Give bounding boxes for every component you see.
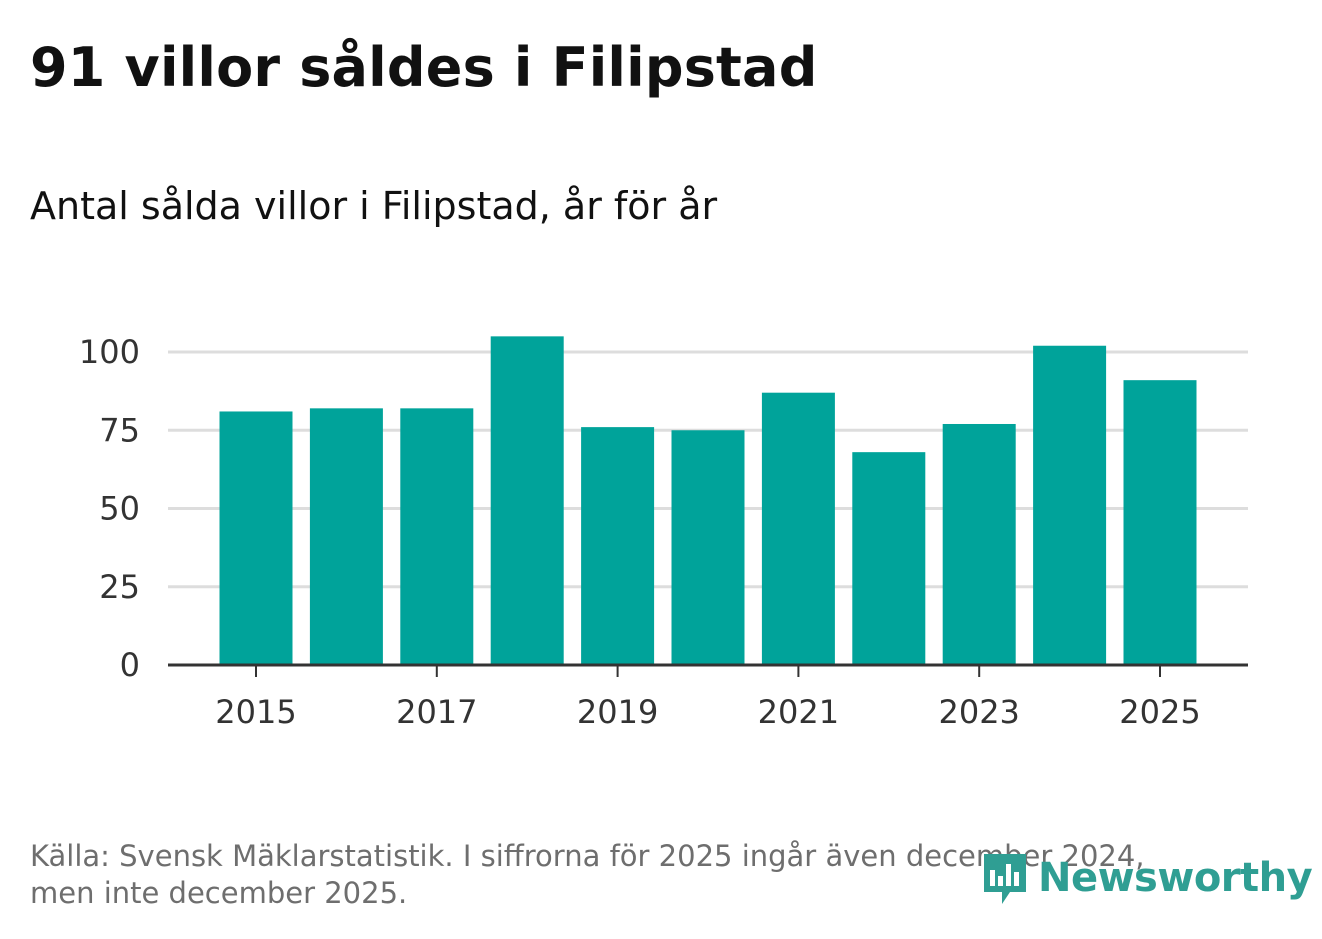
bar-2024: [1033, 345, 1107, 665]
source-note: Källa: Svensk Mäklarstatistik. I siffror…: [30, 838, 1230, 912]
chart-subtitle: Antal sålda villor i Filipstad, år för å…: [30, 184, 718, 228]
x-tick-label: 2025: [1119, 693, 1200, 731]
bar-2019: [581, 427, 655, 665]
x-tick-label: 2017: [396, 693, 477, 731]
chart-title: 91 villor såldes i Filipstad: [30, 36, 818, 99]
bar-2020: [671, 430, 745, 665]
bar-2017: [400, 408, 474, 665]
y-tick-label: 75: [99, 411, 140, 449]
bar-2021: [761, 392, 835, 665]
bar-2015: [219, 411, 293, 665]
source-note-line-2: men inte december 2025.: [30, 876, 408, 910]
bar-2022: [852, 452, 926, 665]
source-note-line-1: Källa: Svensk Mäklarstatistik. I siffror…: [30, 839, 1145, 873]
y-tick-label: 100: [79, 333, 140, 371]
bar-2025: [1123, 380, 1197, 665]
bar-2018: [490, 336, 564, 665]
brand-name: Newsworthy: [1038, 855, 1313, 901]
y-tick-label: 50: [99, 490, 140, 528]
bars: [219, 336, 1197, 665]
brand-logo: Newsworthy: [980, 848, 1313, 908]
bar-2016: [309, 408, 383, 665]
x-tick-label: 2019: [577, 693, 658, 731]
x-tick-label: 2015: [215, 693, 296, 731]
y-tick-label: 0: [120, 646, 140, 684]
y-tick-label: 25: [99, 568, 140, 606]
x-tick-label: 2021: [758, 693, 839, 731]
bar-chart-speech-bubble-icon: [984, 854, 1026, 904]
axes: 0 25 50 75 100 2015 2017 2019 2021 2023 2025: [79, 333, 1248, 731]
bar-2023: [942, 423, 1016, 665]
x-tick-label: 2023: [938, 693, 1019, 731]
